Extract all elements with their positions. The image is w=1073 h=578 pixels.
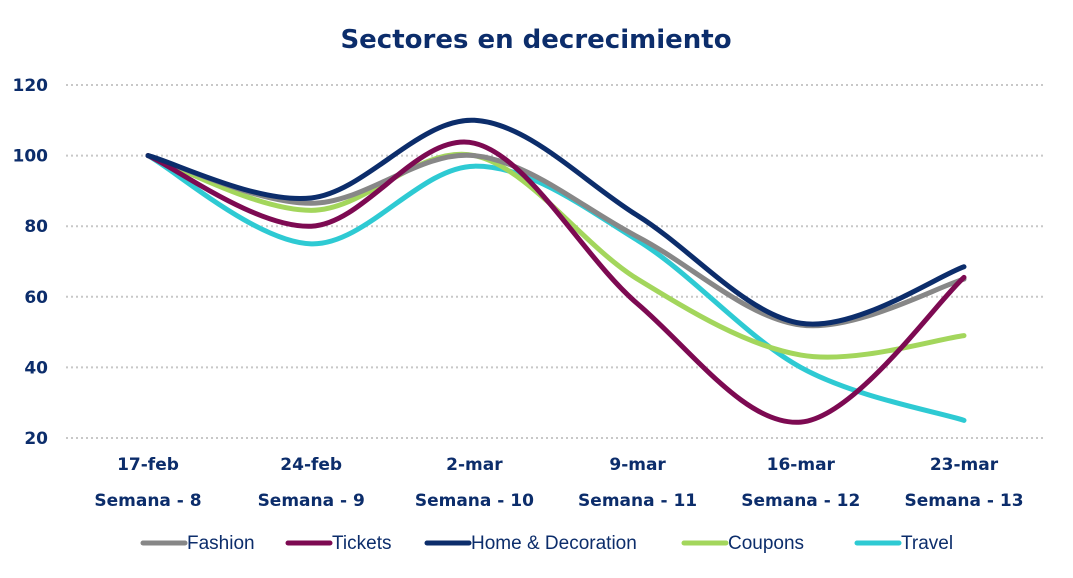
x-tick-label: 16-mar [767, 455, 836, 475]
y-tick-label: 20 [24, 429, 48, 449]
legend-item[interactable]: Home & Decoration [424, 533, 637, 554]
x-tick-label: 9-mar [609, 455, 666, 475]
x-subtick-label: Semana - 13 [904, 491, 1023, 511]
y-tick-label: 80 [24, 217, 48, 237]
y-tick-label: 100 [13, 147, 49, 167]
legend: Fashion Tickets Home & Decoration Coupons Tr… [140, 533, 953, 554]
series-lines [145, 117, 967, 425]
series-line-home-decoration [145, 117, 967, 327]
legend-label: Home & Decoration [471, 533, 637, 554]
x-subtick-label: Semana - 11 [578, 491, 697, 511]
x-axis-ticks: 17-feb Semana - 8 24-feb Semana - 9 2-mar Sem… [94, 455, 1023, 511]
chart-title: Sectores en decrecimiento [340, 25, 731, 55]
legend-label: Coupons [728, 533, 804, 554]
x-subtick-label: Semana - 9 [258, 491, 365, 511]
legend-label: Tickets [332, 533, 391, 554]
x-tick-label: 17-feb [117, 455, 179, 475]
legend-item[interactable]: Travel [854, 533, 953, 554]
y-axis-ticks: 20 40 60 80 100 120 [13, 76, 49, 449]
x-subtick-label: Semana - 8 [94, 491, 201, 511]
series-line-fashion [145, 152, 967, 329]
legend-item[interactable]: Fashion [140, 533, 255, 554]
x-subtick-label: Semana - 12 [741, 491, 860, 511]
y-tick-label: 40 [24, 358, 48, 378]
gridlines [66, 84, 1046, 439]
legend-item[interactable]: Coupons [681, 533, 804, 554]
series-line-coupons [145, 151, 967, 360]
legend-label: Travel [901, 533, 953, 554]
legend-label: Fashion [187, 533, 255, 554]
y-tick-label: 120 [13, 76, 49, 96]
y-tick-label: 60 [24, 288, 48, 308]
x-tick-label: 24-feb [280, 455, 342, 475]
x-tick-label: 23-mar [930, 455, 999, 475]
series-line-tickets [145, 139, 967, 425]
legend-item[interactable]: Tickets [285, 533, 391, 554]
x-tick-label: 2-mar [446, 455, 503, 475]
x-subtick-label: Semana - 10 [415, 491, 534, 511]
